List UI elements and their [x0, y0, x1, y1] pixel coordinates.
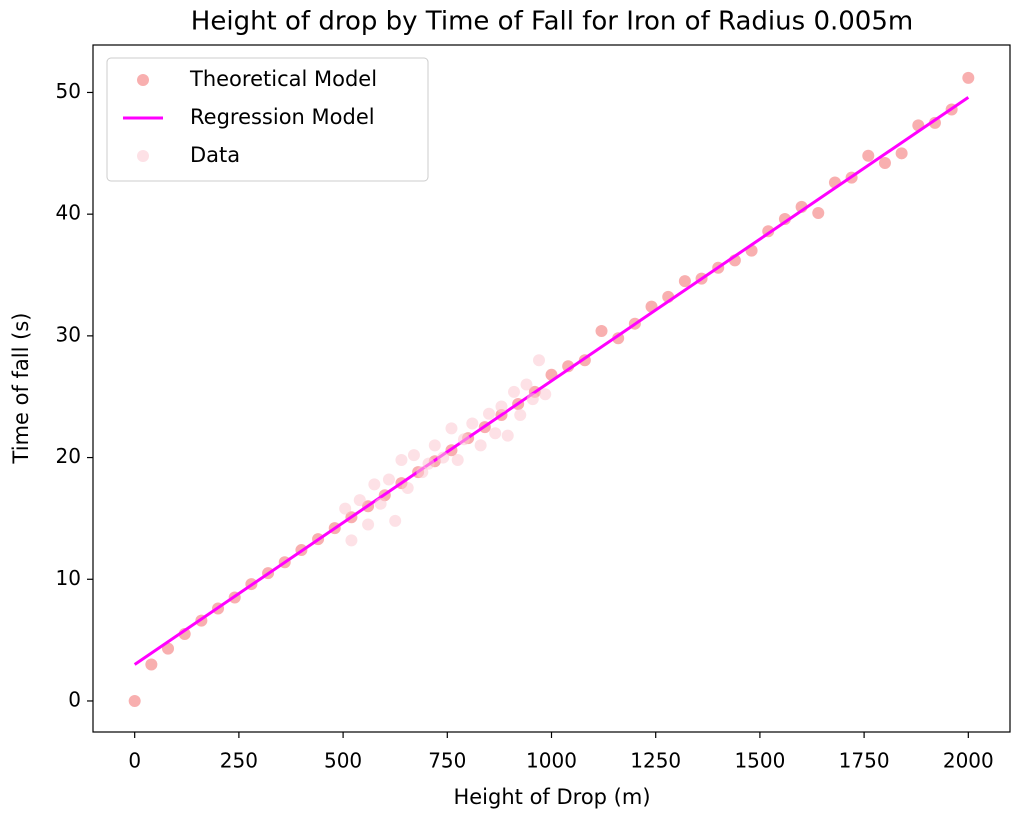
point	[416, 466, 429, 479]
point	[928, 116, 941, 129]
x-tick-label: 2000	[943, 749, 994, 773]
x-axis-label: Height of Drop (m)	[453, 785, 650, 809]
point	[428, 439, 441, 452]
point	[382, 473, 395, 486]
point	[422, 457, 435, 470]
x-tick-label: 1250	[630, 749, 681, 773]
y-tick-label: 50	[56, 79, 81, 103]
point	[128, 694, 141, 707]
point	[895, 147, 908, 160]
point	[437, 451, 450, 464]
chart-title: Height of drop by Time of Fall for Iron …	[191, 7, 913, 37]
point	[482, 407, 495, 420]
legend-label: Regression Model	[190, 105, 375, 129]
y-axis-label: Time of fall (s)	[9, 313, 33, 465]
point	[778, 213, 791, 226]
point	[457, 433, 470, 446]
x-tick-label: 1500	[734, 749, 785, 773]
y-tick-label: 30	[56, 322, 81, 346]
point	[162, 642, 175, 655]
legend-label: Data	[190, 143, 240, 167]
point	[489, 427, 502, 440]
point	[407, 449, 420, 462]
point	[595, 324, 608, 337]
point	[466, 417, 479, 430]
point	[520, 378, 533, 391]
point	[395, 453, 408, 466]
point	[514, 408, 527, 421]
point	[401, 481, 414, 494]
x-tick-label: 1000	[526, 749, 577, 773]
plot-frame	[92, 44, 1011, 733]
point	[962, 71, 975, 84]
point	[507, 385, 520, 398]
point	[368, 478, 381, 491]
y-tick-label: 10	[56, 566, 81, 590]
legend-label: Theoretical Model	[189, 67, 377, 91]
point	[501, 429, 514, 442]
point	[678, 275, 691, 288]
point	[353, 494, 366, 507]
point	[495, 400, 508, 413]
legend-swatch	[137, 150, 149, 162]
y-tick-label: 0	[68, 687, 81, 711]
line	[133, 96, 970, 666]
point	[389, 514, 402, 527]
point	[339, 502, 352, 515]
point	[532, 354, 545, 367]
y-tick-label: 40	[56, 201, 81, 225]
point	[474, 439, 487, 452]
point	[445, 422, 458, 435]
point	[612, 332, 625, 345]
y-tick-label: 20	[56, 444, 81, 468]
point	[451, 453, 464, 466]
point	[878, 157, 891, 170]
legend-swatch	[137, 74, 149, 86]
legend-box	[106, 57, 429, 182]
point	[362, 518, 375, 531]
point	[812, 206, 825, 219]
point	[526, 393, 539, 406]
point	[145, 658, 158, 671]
point	[345, 534, 358, 547]
x-tick-label: 250	[220, 749, 258, 773]
x-tick-label: 750	[428, 749, 466, 773]
x-tick-label: 0	[128, 749, 141, 773]
point	[374, 497, 387, 510]
x-tick-label: 1750	[839, 749, 890, 773]
x-tick-label: 500	[324, 749, 362, 773]
point	[862, 149, 875, 162]
point	[539, 388, 552, 401]
